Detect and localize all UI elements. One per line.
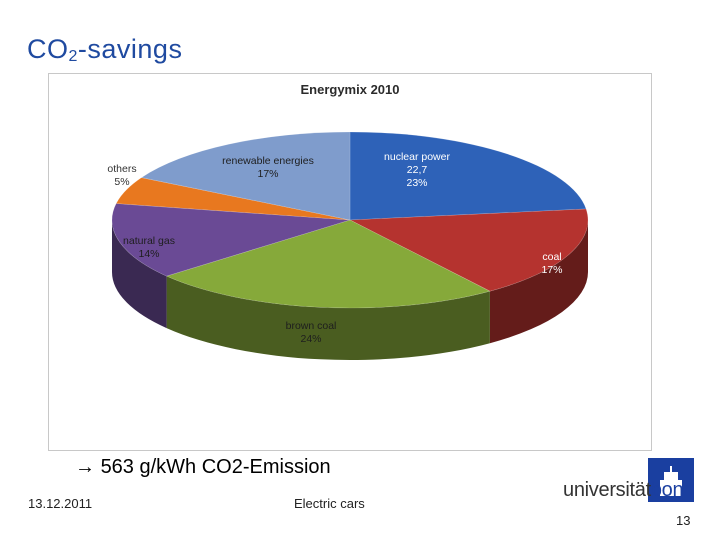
chart-title: Energymix 2010 <box>300 82 400 97</box>
pie-slice-renewable-energies <box>140 131 351 221</box>
title-co: CO <box>27 34 69 64</box>
pie-slice-nuclear-power <box>349 131 587 221</box>
emission-text: 563 g/kWh CO2-Emission <box>100 456 331 478</box>
logo-text-bonn: bonn <box>650 479 695 501</box>
pie-slice-coal <box>348 208 589 292</box>
title-rest: -savings <box>77 34 183 64</box>
footer-topic: Electric cars <box>294 496 365 511</box>
pie-slice-brown-coal <box>165 219 491 309</box>
slide-title: CO2-savings <box>27 34 182 65</box>
slice-value-3-1: 14% <box>138 248 159 260</box>
slice-label-0: nuclear power <box>384 151 450 163</box>
slice-value-1-1: 17% <box>541 264 562 276</box>
slice-value-2-1: 24% <box>300 333 321 345</box>
page-number: 13 <box>676 513 691 528</box>
slice-label-4: others <box>107 163 136 175</box>
seal-icon <box>660 466 682 496</box>
title-subscript: 2 <box>68 48 78 65</box>
pie-slice-others <box>115 177 351 221</box>
pie-chart-frame: nuclear power 22,7 23% coal 17% brown coal 24%… <box>48 73 652 451</box>
slice-value-4-1: 5% <box>114 176 129 188</box>
slice-label-3: natural gas <box>123 235 175 247</box>
pie-side-3 <box>112 220 167 329</box>
slice-label-2: brown coal <box>286 320 337 332</box>
logo-text-universitat: universität <box>563 479 651 501</box>
arrow-icon: → <box>75 456 95 478</box>
footer-date: 13.12.2011 <box>28 496 93 511</box>
slice-value-0-1: 22,7 <box>407 164 428 176</box>
bullet-emission: → 563 g/kWh CO2-Emission <box>75 456 331 479</box>
slice-label-1: coal <box>542 251 561 263</box>
university-logo: universitätbonn <box>563 479 694 502</box>
slice-label-5: renewable energies <box>222 155 314 167</box>
pie-side-2 <box>166 276 490 360</box>
pie-side-1 <box>489 220 588 344</box>
pie-slice-natural-gas <box>111 203 351 277</box>
slice-value-5-1: 17% <box>257 168 278 180</box>
slice-value-0-2: 23% <box>406 177 427 189</box>
university-seal-icon <box>648 458 694 502</box>
